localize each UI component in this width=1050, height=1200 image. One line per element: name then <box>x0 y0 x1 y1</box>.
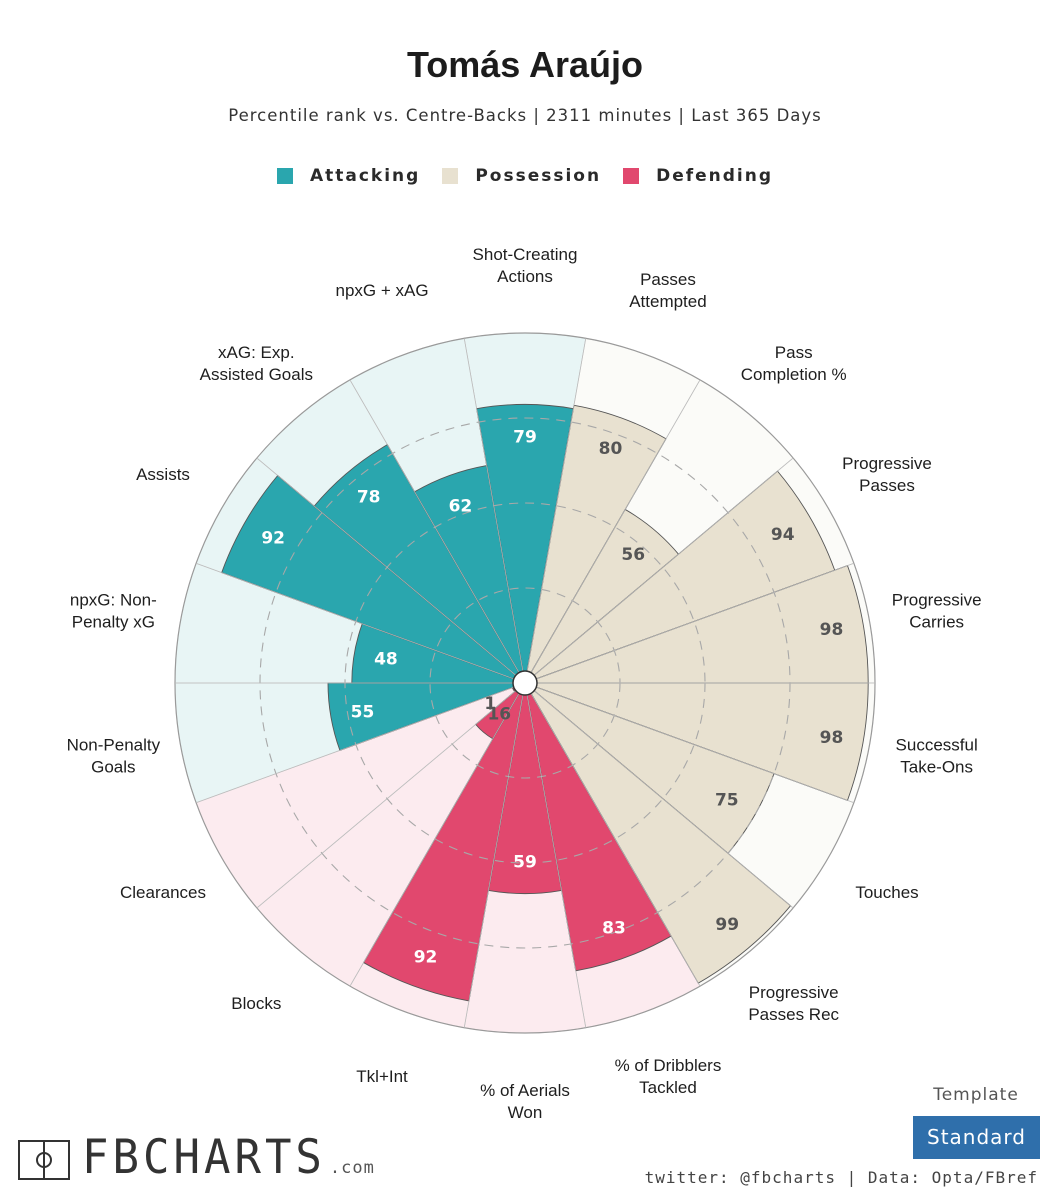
spoke-16 <box>256 457 518 677</box>
value-label-clearances: 1 <box>484 694 496 714</box>
value-label-progressive-passes: 94 <box>771 525 795 545</box>
pitch-icon <box>18 1140 70 1180</box>
spoke-9 <box>526 692 587 1028</box>
category-label-pass-completion: Pass Completion % <box>741 343 847 384</box>
value-label-xag-exp-assisted-goals: 78 <box>357 488 381 508</box>
spoke-10 <box>463 692 524 1028</box>
category-label-of-aerials-won: % of Aerials Won <box>480 1081 570 1122</box>
chart-subtitle: Percentile rank vs. Centre-Backs | 2311 … <box>228 106 822 125</box>
spoke-3 <box>532 457 794 677</box>
category-label-passes-attempted: Passes Attempted <box>629 270 707 311</box>
spoke-0 <box>463 338 524 674</box>
legend-label-possession: Possession <box>475 166 602 186</box>
value-label-non-penalty-goals: 55 <box>351 703 375 723</box>
spoke-8 <box>529 691 701 987</box>
category-label-tkl-int: Tkl+Int <box>356 1067 408 1086</box>
legend-swatch-possession <box>442 168 459 184</box>
value-label-successful-take-ons: 98 <box>820 728 844 748</box>
category-label-shot-creating-actions: Shot-Creating Actions <box>473 245 578 286</box>
spoke-11 <box>349 691 521 987</box>
spoke-7 <box>532 689 794 909</box>
value-label-progressive-passes-rec: 99 <box>715 915 739 935</box>
category-label-non-penalty-goals: Non-Penalty Goals <box>67 736 161 777</box>
category-label-of-dribblers-tackled: % of Dribblers Tackled <box>615 1056 722 1097</box>
fbcharts-logo: FBCHARTS .com <box>18 1129 375 1185</box>
spoke-13 <box>195 686 516 804</box>
legend-label-attacking: Attacking <box>309 166 421 186</box>
legend-item-possession: Possession <box>442 166 601 186</box>
category-label-clearances: Clearances <box>120 883 206 902</box>
value-label-touches: 75 <box>715 791 739 811</box>
spoke-1 <box>526 338 587 674</box>
category-label-blocks: Blocks <box>231 994 281 1013</box>
value-label-npxg-non-penalty-xg: 48 <box>374 649 398 669</box>
value-label-passes-attempted: 80 <box>599 439 623 459</box>
value-label-assists: 92 <box>261 529 285 549</box>
footer-credit: twitter: @fbcharts | Data: Opta/FBref <box>644 1168 1038 1187</box>
category-label-progressive-passes: Progressive Passes <box>842 454 932 495</box>
value-label-of-dribblers-tackled: 83 <box>602 919 626 939</box>
center-hub <box>512 670 538 696</box>
value-label-shot-creating-actions: 79 <box>513 427 537 447</box>
spoke-6 <box>534 686 855 804</box>
category-label-progressive-passes-rec: Progressive Passes Rec <box>748 983 839 1024</box>
category-label-npxg-xag: npxG + xAG <box>335 281 428 300</box>
value-label-pass-completion: 56 <box>621 545 645 565</box>
category-label-xag-exp-assisted-goals: xAG: Exp. Assisted Goals <box>200 343 313 384</box>
legend-swatch-defending <box>623 168 640 184</box>
value-label-of-aerials-won: 59 <box>513 853 537 873</box>
template-caption: Template <box>933 1085 1019 1105</box>
value-label-blocks: 16 <box>487 705 511 725</box>
legend-item-defending: Defending <box>623 166 773 186</box>
category-label-progressive-carries: Progressive Carries <box>892 590 982 631</box>
logo-suffix: .com <box>329 1158 375 1178</box>
spoke-2 <box>529 379 701 675</box>
legend-label-defending: Defending <box>656 166 774 186</box>
legend-item-attacking: Attacking <box>276 166 421 186</box>
spoke-12 <box>256 689 518 909</box>
legend-swatch-attacking <box>276 168 293 184</box>
logo-text: FBCHARTS <box>82 1129 326 1185</box>
spoke-17 <box>349 379 521 675</box>
template-badge: Standard <box>913 1116 1040 1159</box>
spoke-15 <box>195 562 516 680</box>
value-label-tkl-int: 92 <box>414 947 438 967</box>
value-label-npxg-xag: 62 <box>449 497 473 517</box>
category-label-assists: Assists <box>136 465 190 484</box>
chart-title: Tomás Araújo <box>406 44 644 85</box>
category-label-touches: Touches <box>855 883 918 902</box>
spoke-4 <box>534 562 855 680</box>
category-label-successful-take-ons: Successful Take-Ons <box>896 736 978 777</box>
legend: Attacking Possession Defending <box>0 166 1050 186</box>
category-label-npxg-non-penalty-xg: npxG: Non-Penalty xG <box>70 590 157 631</box>
value-label-progressive-carries: 98 <box>820 620 844 640</box>
